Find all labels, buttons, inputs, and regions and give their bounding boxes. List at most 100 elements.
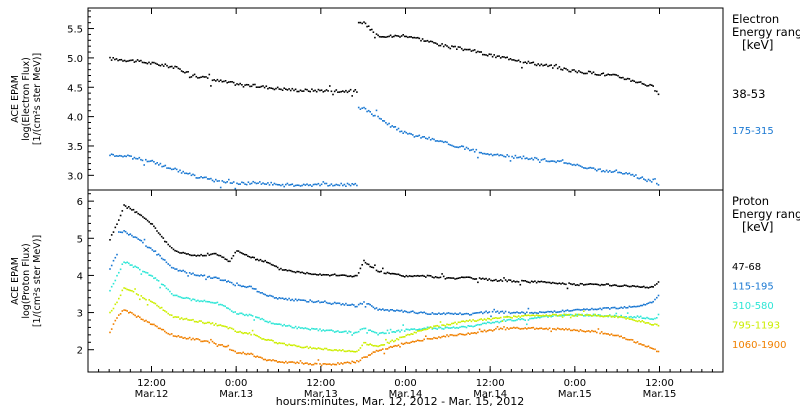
- data-point: [583, 310, 585, 312]
- data-point: [234, 284, 236, 287]
- data-point: [333, 349, 336, 351]
- data-point: [250, 285, 252, 288]
- data-point: [638, 319, 640, 322]
- data-point: [161, 165, 163, 168]
- data-point: [226, 81, 228, 84]
- data-point: [345, 185, 347, 187]
- data-point: [224, 279, 226, 281]
- data-point: [311, 273, 313, 276]
- data-point: [156, 162, 158, 164]
- data-point: [378, 332, 381, 335]
- data-point: [222, 304, 225, 307]
- data-point: [589, 314, 592, 316]
- data-point: [639, 81, 642, 83]
- data-point: [306, 183, 308, 185]
- data-point: [516, 280, 518, 283]
- data-point: [167, 288, 169, 291]
- data-point: [304, 88, 307, 91]
- data-point: [349, 275, 352, 277]
- data-point: [276, 86, 279, 89]
- data-point: [620, 172, 622, 174]
- data-point: [434, 42, 437, 44]
- data-point: [478, 51, 481, 53]
- data-point: [369, 354, 371, 356]
- data-point: [169, 264, 171, 267]
- data-point: [612, 73, 614, 76]
- data-point: [215, 178, 217, 181]
- data-point: [127, 154, 129, 157]
- data-point: [293, 271, 295, 273]
- data-point: [320, 364, 323, 367]
- data-point: [522, 315, 525, 317]
- data-point: [426, 39, 429, 42]
- data-point: [140, 59, 142, 62]
- data-point: [232, 349, 235, 352]
- data-point: [478, 318, 481, 321]
- proton-legend-title: Proton: [732, 194, 769, 208]
- data-point: [179, 318, 181, 320]
- data-point: [317, 329, 320, 332]
- data-point: [356, 91, 358, 93]
- data-point: [149, 247, 152, 249]
- data-point: [408, 275, 411, 277]
- data-point: [560, 160, 562, 162]
- data-point: [613, 306, 616, 309]
- data-point: [140, 273, 143, 275]
- data-point: [576, 308, 579, 311]
- data-point: [298, 184, 300, 187]
- data-point: [171, 65, 173, 68]
- data-point: [493, 153, 495, 156]
- data-point: [573, 309, 575, 311]
- data-point: [535, 281, 538, 284]
- data-point: [219, 303, 222, 306]
- data-point: [175, 250, 178, 252]
- data-point: [177, 251, 180, 253]
- data-point: [556, 160, 559, 162]
- data-point: [206, 321, 209, 324]
- data-point: [304, 184, 307, 186]
- data-point: [315, 90, 318, 93]
- data-point: [641, 344, 644, 346]
- data-point: [353, 90, 355, 93]
- data-point: [229, 81, 232, 83]
- data-point: [159, 162, 162, 165]
- data-point: [488, 329, 491, 331]
- data-point: [385, 36, 387, 38]
- data-point: [180, 270, 183, 272]
- data-point: [527, 281, 530, 283]
- data-point: [244, 84, 246, 86]
- data-point: [169, 290, 171, 293]
- data-point: [240, 352, 243, 355]
- data-point: [513, 311, 515, 314]
- data-point: [620, 306, 622, 309]
- data-point: [602, 170, 605, 172]
- data-point: [594, 73, 596, 76]
- electron-ytick-label: 4.0: [67, 113, 83, 124]
- data-point: [206, 300, 209, 303]
- data-point: [202, 75, 204, 78]
- data-point: [506, 327, 508, 329]
- data-point: [192, 298, 194, 300]
- data-point: [325, 182, 328, 185]
- data-point: [361, 22, 363, 25]
- data-point: [563, 283, 565, 285]
- data-point: [340, 331, 342, 333]
- data-point: [346, 182, 349, 185]
- data-point: [511, 155, 513, 158]
- data-point: [184, 270, 186, 273]
- data-point: [383, 309, 386, 312]
- data-point: [644, 322, 647, 324]
- data-point: [553, 64, 556, 67]
- data-point: [635, 320, 637, 322]
- data-point: [369, 343, 371, 345]
- data-point: [129, 233, 132, 235]
- data-point: [493, 329, 495, 331]
- data-point: [501, 328, 504, 330]
- data-point: [650, 84, 653, 86]
- data-point: [164, 330, 166, 333]
- data-point: [273, 323, 276, 325]
- data-point: [393, 126, 395, 128]
- data-point: [516, 326, 518, 329]
- data-point: [574, 313, 577, 316]
- data-point: [475, 148, 478, 151]
